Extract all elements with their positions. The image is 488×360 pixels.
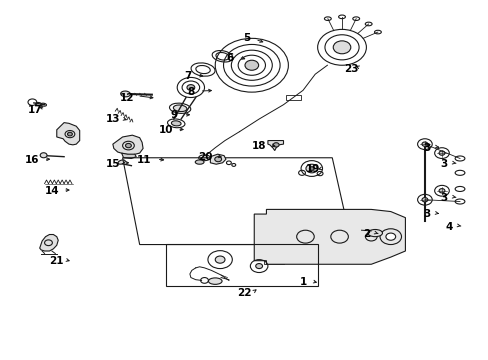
Circle shape — [67, 132, 72, 136]
Circle shape — [438, 189, 444, 193]
Circle shape — [332, 41, 350, 54]
Ellipse shape — [171, 121, 181, 126]
Text: 22: 22 — [237, 288, 251, 298]
Text: 13: 13 — [105, 114, 120, 124]
Circle shape — [186, 85, 194, 90]
Text: 11: 11 — [137, 155, 151, 165]
Text: 14: 14 — [44, 186, 59, 196]
Text: 9: 9 — [170, 111, 177, 121]
Polygon shape — [113, 135, 143, 155]
Circle shape — [40, 153, 47, 158]
Text: 3: 3 — [423, 209, 430, 219]
Bar — [285, 95, 300, 100]
Circle shape — [273, 143, 279, 147]
Text: 3: 3 — [440, 193, 447, 203]
Circle shape — [385, 233, 395, 240]
Circle shape — [244, 60, 258, 70]
Text: 12: 12 — [120, 93, 135, 103]
Polygon shape — [122, 153, 136, 158]
Text: 8: 8 — [187, 87, 194, 97]
Polygon shape — [267, 140, 283, 150]
Ellipse shape — [367, 229, 382, 237]
Ellipse shape — [173, 105, 186, 112]
Ellipse shape — [208, 278, 222, 284]
Circle shape — [438, 151, 444, 155]
Text: 18: 18 — [251, 141, 266, 151]
Polygon shape — [254, 210, 405, 264]
Text: 15: 15 — [105, 159, 120, 169]
Ellipse shape — [121, 91, 130, 97]
Text: 20: 20 — [198, 152, 212, 162]
Text: 7: 7 — [184, 71, 192, 81]
Polygon shape — [40, 234, 58, 251]
Text: 5: 5 — [243, 33, 250, 43]
Text: 3: 3 — [440, 159, 447, 169]
Circle shape — [214, 157, 221, 162]
Circle shape — [421, 198, 427, 202]
Circle shape — [305, 164, 317, 173]
Circle shape — [421, 142, 427, 146]
Ellipse shape — [195, 160, 203, 164]
Text: 6: 6 — [226, 53, 233, 63]
Text: 16: 16 — [25, 155, 40, 165]
Text: 3: 3 — [423, 143, 430, 153]
Text: 23: 23 — [344, 64, 358, 74]
Text: 19: 19 — [305, 164, 319, 174]
Circle shape — [255, 264, 262, 269]
Ellipse shape — [118, 160, 125, 164]
Text: 10: 10 — [159, 125, 173, 135]
Text: 1: 1 — [299, 277, 306, 287]
Text: 21: 21 — [49, 256, 64, 266]
Circle shape — [215, 256, 224, 263]
Text: 4: 4 — [445, 222, 452, 231]
Polygon shape — [57, 123, 80, 145]
Circle shape — [309, 167, 314, 170]
Bar — [264, 255, 283, 264]
Circle shape — [125, 143, 131, 148]
Polygon shape — [210, 154, 225, 164]
Text: 2: 2 — [362, 229, 369, 239]
Text: 17: 17 — [27, 105, 42, 115]
